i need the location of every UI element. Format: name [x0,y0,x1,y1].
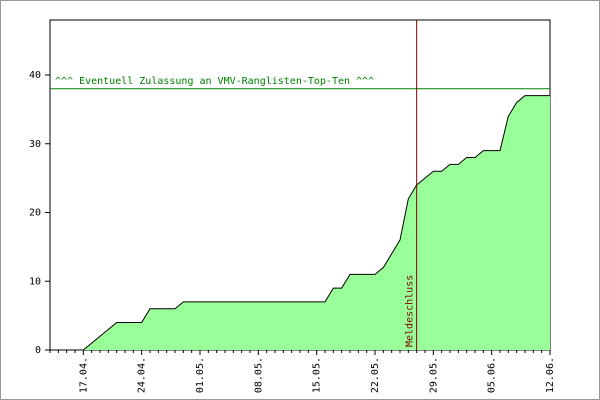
area [50,95,550,350]
y-tick-label: 0 [35,345,41,356]
x-tick-label: 22.05. [370,357,381,393]
x-tick-label: 05.06. [487,357,498,393]
x-tick-label: 24.04. [137,357,148,393]
reference-label: ^^^ Eventuell Zulassung an VMV-Rangliste… [55,76,374,87]
x-tick-label: 12.06. [545,357,556,393]
x-tick-label: 08.05. [253,357,264,393]
y-tick-label: 30 [29,139,41,150]
x-tick-label: 29.05. [428,357,439,393]
y-tick-label: 40 [29,70,41,81]
y-tick-label: 20 [29,208,41,219]
x-tick-label: 01.05. [195,357,206,393]
x-tick-label: 15.05. [312,357,323,393]
line [50,95,550,351]
marker-label: Meldeschluss [405,275,416,347]
x-tick-label: 17.04. [78,357,89,393]
y-tick-label: 10 [29,276,41,287]
